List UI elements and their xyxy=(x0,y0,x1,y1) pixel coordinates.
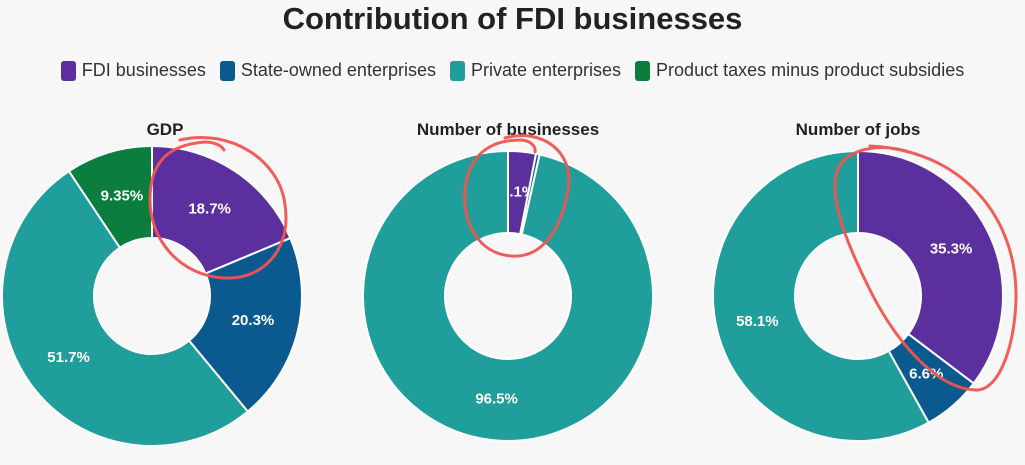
page-title: Contribution of FDI businesses xyxy=(282,1,743,36)
legend-label-product-taxes: Product taxes minus product subsidies xyxy=(656,60,965,80)
slice-product-taxes-minus-product-subsidies[interactable] xyxy=(67,145,153,249)
slice-fdi-businesses[interactable] xyxy=(151,145,292,275)
legend: FDI businesses State-owned enterprises P… xyxy=(0,60,1025,81)
slice-label-state-owned-enterprises: 6.6% xyxy=(909,365,943,382)
chart-title-gdp: GDP xyxy=(147,120,184,139)
legend-label-private: Private enterprises xyxy=(470,60,622,80)
legend-item-fdi[interactable]: FDI businesses xyxy=(60,60,206,81)
legend-label-fdi: FDI businesses xyxy=(81,60,206,80)
slice-fdi-businesses[interactable] xyxy=(857,150,1004,385)
slice-label-fdi-businesses: 35.3% xyxy=(930,241,973,258)
slice-label-fdi-businesses: 3.1% xyxy=(501,183,535,200)
legend-item-state-owned[interactable]: State-owned enterprises xyxy=(219,60,436,81)
annotation-circle-businesses xyxy=(463,134,571,258)
slice-private-enterprises[interactable] xyxy=(1,170,249,447)
slice-label-fdi-businesses: 18.7% xyxy=(188,200,231,217)
legend-swatch-fdi xyxy=(60,60,76,81)
legend-swatch-state-owned xyxy=(219,60,235,81)
legend-swatch-product-taxes xyxy=(635,60,651,81)
slice-private-enterprises[interactable] xyxy=(712,150,930,442)
annotation-circle-jobs xyxy=(833,144,1018,392)
donut-gdp: 18.7% 20.3% 51.7% 9.35% xyxy=(1,145,303,447)
chart-title-businesses: Number of businesses xyxy=(417,120,599,139)
slice-state-owned-enterprises[interactable] xyxy=(188,237,303,413)
slice-label-product-taxes-minus-product-subsidies: 9.35% xyxy=(101,187,144,204)
chart-title-jobs: Number of jobs xyxy=(796,120,921,139)
slice-label-private-enterprises: 58.1% xyxy=(736,313,779,330)
slice-label-private-enterprises: 51.7% xyxy=(47,349,90,366)
slice-private-enterprises[interactable] xyxy=(362,150,654,442)
legend-item-private[interactable]: Private enterprises xyxy=(449,60,622,81)
donut-jobs: 35.3% 6.6% 58.1% xyxy=(712,150,1004,442)
slice-label-state-owned-enterprises: 20.3% xyxy=(232,312,275,329)
legend-item-product-taxes[interactable]: Product taxes minus product subsidies xyxy=(635,60,964,81)
legend-label-state-owned: State-owned enterprises xyxy=(240,60,436,80)
annotation-circle-gdp xyxy=(148,135,288,280)
donut-businesses: 3.1% 96.5% xyxy=(362,150,654,442)
legend-swatch-private xyxy=(449,60,465,81)
slice-label-private-enterprises: 96.5% xyxy=(475,390,518,407)
